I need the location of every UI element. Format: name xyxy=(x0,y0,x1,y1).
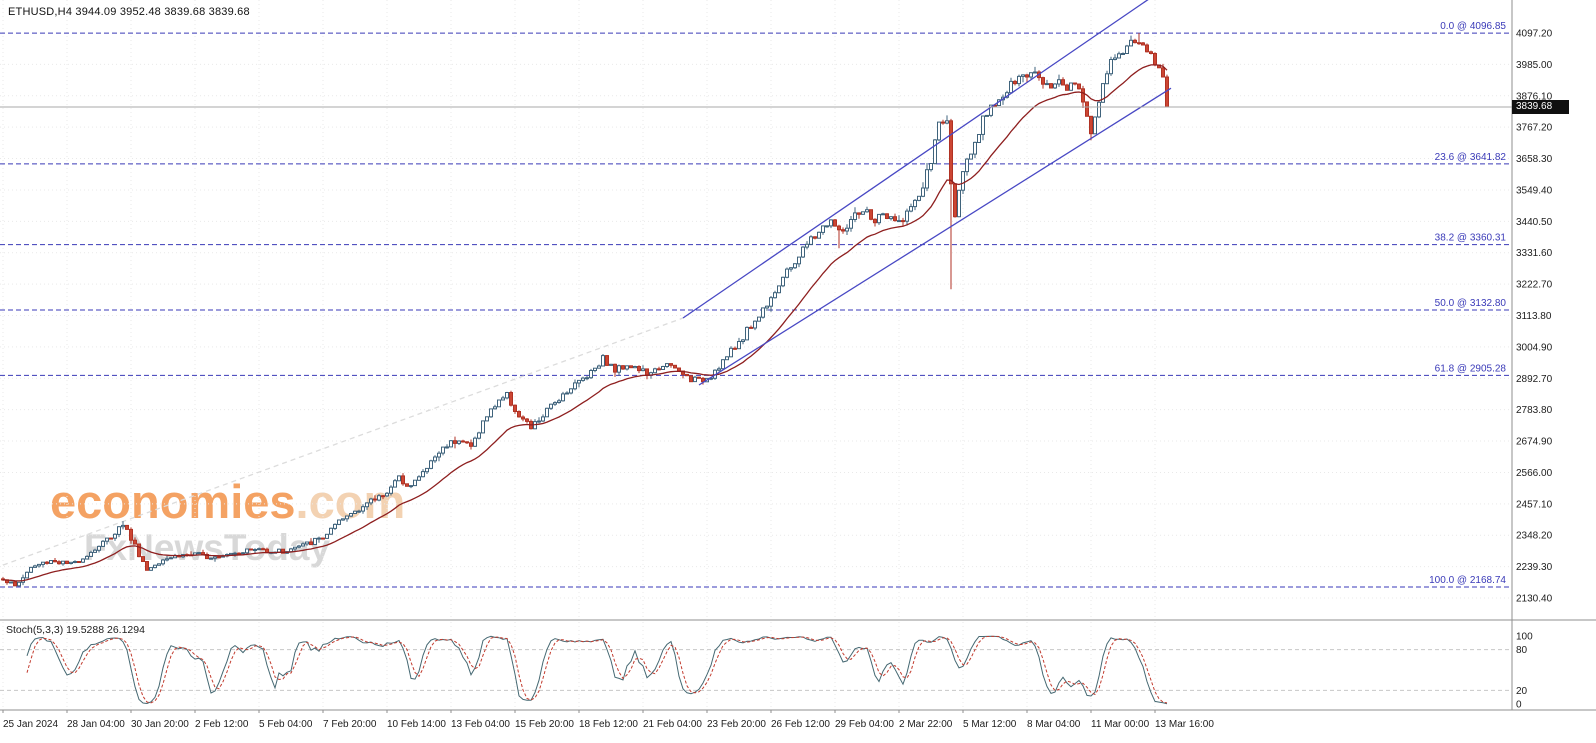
price-axis-label: 2348.20 xyxy=(1516,531,1553,542)
price-axis-label: 2783.80 xyxy=(1516,405,1553,416)
stoch-signal-line xyxy=(26,635,1168,704)
stoch-axis-label: 0 xyxy=(1516,700,1522,711)
stochastic-panel[interactable]: 100 80 20 0 xyxy=(0,632,1533,711)
fib-level-label: 23.6 @ 3641.82 xyxy=(1435,152,1507,163)
price-axis-label: 2457.10 xyxy=(1516,499,1553,510)
time-axis[interactable]: 25 Jan 2024 28 Jan 04:00 30 Jan 20:00 2 Feb… xyxy=(2,710,1214,730)
faded-trendline[interactable] xyxy=(2,317,684,566)
fibonacci-levels: 0.0 @ 4096.85 23.6 @ 3641.82 38.2 @ 3360.3… xyxy=(0,21,1512,588)
stoch-indicator-label: Stoch(5,3,3) 19.5288 26.1294 xyxy=(6,624,145,636)
moving-average-line xyxy=(2,64,1168,582)
price-axis[interactable]: 4097.20 3985.00 3876.10 3767.20 3658.30 3549.… xyxy=(1511,0,1553,710)
watermark-brand-line: economies.com xyxy=(50,475,406,528)
time-axis-label: 23 Feb 20:00 xyxy=(707,719,766,730)
fib-level-label: 0.0 @ 4096.85 xyxy=(1440,21,1506,32)
time-axis-label: 2 Mar 22:00 xyxy=(899,719,953,730)
price-axis-label: 2892.70 xyxy=(1516,374,1553,385)
stoch-axis-label: 80 xyxy=(1516,645,1528,656)
fib-level-label: 50.0 @ 3132.80 xyxy=(1435,298,1507,309)
candles xyxy=(1,33,1169,587)
time-axis-label: 5 Mar 12:00 xyxy=(963,719,1017,730)
price-axis-label: 3004.90 xyxy=(1516,342,1553,353)
chart-title: ETHUSD,H4 3944.09 3952.48 3839.68 3839.6… xyxy=(8,6,250,18)
price-axis-label: 4097.20 xyxy=(1516,29,1553,40)
price-axis-label: 2566.00 xyxy=(1516,468,1553,479)
price-axis-label: 3222.70 xyxy=(1516,280,1553,291)
price-axis-label: 3658.30 xyxy=(1516,154,1553,165)
time-axis-label: 26 Feb 12:00 xyxy=(771,719,830,730)
price-axis-label: 3440.50 xyxy=(1516,217,1553,228)
time-axis-label: 28 Jan 04:00 xyxy=(67,719,125,730)
fib-level-label: 38.2 @ 3360.31 xyxy=(1435,233,1507,244)
price-axis-label: 3767.20 xyxy=(1516,123,1553,134)
price-axis-label: 2239.30 xyxy=(1516,562,1553,573)
fib-level-label: 100.0 @ 2168.74 xyxy=(1429,575,1506,586)
time-axis-label: 13 Mar 16:00 xyxy=(1155,719,1214,730)
watermark: economies.com FxNewsToday xyxy=(50,475,406,567)
time-axis-label: 7 Feb 20:00 xyxy=(323,719,377,730)
price-axis-label: 2130.40 xyxy=(1516,594,1553,605)
time-axis-label: 8 Mar 04:00 xyxy=(1027,719,1081,730)
time-axis-label: 25 Jan 2024 xyxy=(3,719,58,730)
time-axis-label: 11 Mar 00:00 xyxy=(1091,719,1150,730)
stoch-main-line xyxy=(26,635,1168,705)
time-axis-label: 2 Feb 12:00 xyxy=(195,719,249,730)
fib-level-label: 61.8 @ 2905.28 xyxy=(1435,363,1507,374)
current-price-tag: 3839.68 xyxy=(1512,100,1569,114)
price-axis-label: 2674.90 xyxy=(1516,437,1553,448)
time-axis-label: 10 Feb 14:00 xyxy=(387,719,446,730)
grid-lines xyxy=(0,0,1512,708)
stoch-axis-label: 100 xyxy=(1516,632,1533,643)
time-axis-label: 30 Jan 20:00 xyxy=(131,719,189,730)
time-axis-label: 21 Feb 04:00 xyxy=(643,719,702,730)
time-axis-label: 15 Feb 20:00 xyxy=(515,719,574,730)
price-axis-label: 3331.60 xyxy=(1516,248,1553,259)
trend-lines-under[interactable] xyxy=(2,317,684,566)
watermark-brand-suffix: .com xyxy=(295,475,406,528)
price-axis-label: 3549.40 xyxy=(1516,185,1553,196)
trend-lines[interactable] xyxy=(682,0,1172,386)
price-axis-label: 3113.80 xyxy=(1516,311,1552,322)
panel-splitters[interactable] xyxy=(0,619,1596,711)
time-axis-label: 18 Feb 12:00 xyxy=(579,719,638,730)
watermark-brand: economies xyxy=(50,475,296,528)
channel-upper-line[interactable] xyxy=(682,0,1171,319)
channel-lower-line[interactable] xyxy=(698,87,1172,386)
time-axis-label: 13 Feb 04:00 xyxy=(451,719,510,730)
time-axis-label: 29 Feb 04:00 xyxy=(835,719,894,730)
price-axis-label: 3985.00 xyxy=(1516,60,1553,71)
time-axis-label: 5 Feb 04:00 xyxy=(259,719,313,730)
price-axis-label: 3876.10 xyxy=(1516,91,1553,102)
stoch-axis-label: 20 xyxy=(1516,686,1528,697)
